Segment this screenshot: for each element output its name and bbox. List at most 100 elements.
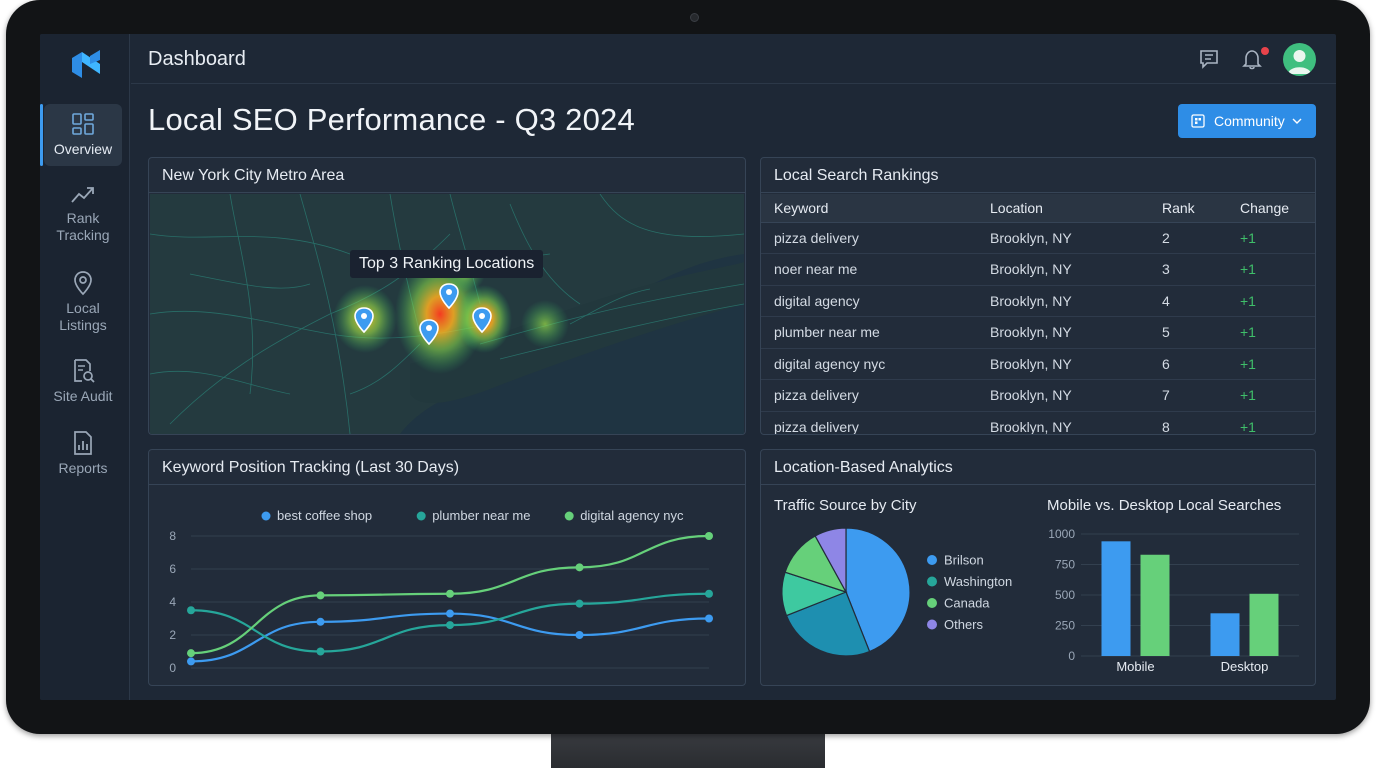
column-header-keyword[interactable]: Keyword <box>761 194 977 223</box>
legend-label: digital agency nyc <box>580 508 684 523</box>
cell-location: Brooklyn, NY <box>977 253 1149 286</box>
cell-change: +1 <box>1227 411 1315 434</box>
legend-swatch <box>416 511 426 521</box>
column-header-rank[interactable]: Rank <box>1149 194 1227 223</box>
data-point <box>575 631 584 639</box>
table-row[interactable]: pizza delivery Brooklyn, NY 7 +1 <box>761 379 1315 412</box>
column-header-change[interactable]: Change <box>1227 194 1315 223</box>
legend-swatch <box>927 619 937 630</box>
device-bar-chart: Mobile vs. Desktop Local Searches 0 250 500… <box>1047 497 1299 674</box>
data-point <box>187 606 195 615</box>
cell-keyword: noer near me <box>761 253 977 286</box>
rankings-card-title: Local Search Rankings <box>774 167 939 184</box>
y-tick-label: 0 <box>169 661 176 675</box>
cell-change: +1 <box>1227 253 1315 286</box>
pie-slice <box>785 591 871 657</box>
data-point <box>705 614 713 623</box>
pie-chart-title: Traffic Source by City <box>774 497 917 514</box>
cell-location: Brooklyn, NY <box>977 379 1149 412</box>
user-icon <box>1288 50 1311 74</box>
legend-label: Canada <box>944 596 990 611</box>
y-tick-label: 0 <box>1068 649 1075 663</box>
cell-change: +1 <box>1227 285 1315 317</box>
cell-location: Brooklyn, NY <box>977 316 1149 349</box>
sidebar-item-label: Local <box>66 300 100 316</box>
cell-change: +1 <box>1227 348 1315 380</box>
app-logo[interactable] <box>70 48 102 80</box>
map-tooltip: Top 3 Ranking Locations <box>350 250 544 278</box>
cell-location: Brooklyn, NY <box>977 222 1149 254</box>
card-header <box>761 450 1315 485</box>
pie-slice <box>814 527 847 593</box>
card-header <box>761 158 1315 193</box>
cell-location: Brooklyn, NY <box>977 411 1149 434</box>
x-tick-label: Mobile <box>1116 659 1154 674</box>
data-point <box>446 621 454 630</box>
bar <box>1140 554 1170 656</box>
legend-swatch <box>564 511 574 521</box>
dashboard-grid-icon <box>72 113 94 135</box>
bar <box>1101 541 1131 656</box>
y-tick-label: 2 <box>169 628 176 642</box>
community-filter-button[interactable]: Community <box>1178 104 1316 138</box>
cell-rank: 4 <box>1149 285 1227 317</box>
app-screen: Overview Rank Tracking Local Listings <box>40 34 1336 700</box>
cell-keyword: pizza delivery <box>761 222 977 254</box>
sidebar-item-site-audit[interactable]: Site Audit <box>44 358 122 405</box>
card-header <box>149 450 745 485</box>
table-row[interactable]: pizza delivery Brooklyn, NY 2 +1 <box>761 222 1315 254</box>
cell-rank: 8 <box>1149 411 1227 434</box>
sidebar-item-label: Tracking <box>56 227 110 243</box>
keyword-tracking-card: Keyword Position Tracking (Last 30 Days)… <box>148 449 746 686</box>
table-header-row: Keyword Location Rank Change <box>761 194 1315 223</box>
table-row[interactable]: pizza delivery Brooklyn, NY 8 +1 <box>761 411 1315 434</box>
chat-icon[interactable] <box>1198 48 1220 70</box>
cell-location: Brooklyn, NY <box>977 285 1149 317</box>
keyword-line-chart: 0 2 4 6 8 best coffee shop plumber near me digi… <box>169 508 713 675</box>
grid-filter-icon <box>1191 114 1205 128</box>
sidebar-item-rank-tracking[interactable]: Rank Tracking <box>44 184 122 244</box>
cell-change: +1 <box>1227 316 1315 349</box>
y-tick-label: 250 <box>1055 619 1075 633</box>
header-title: Dashboard <box>148 48 246 70</box>
bell-icon[interactable] <box>1241 48 1263 70</box>
map-pin[interactable] <box>354 307 374 334</box>
map-pin[interactable] <box>472 307 492 334</box>
top-header: Dashboard <box>131 34 1336 84</box>
cell-keyword: pizza delivery <box>761 379 977 412</box>
data-point <box>575 563 584 572</box>
table-row[interactable]: plumber near me Brooklyn, NY 5 +1 <box>761 316 1315 349</box>
user-avatar[interactable] <box>1283 43 1316 76</box>
cell-location: Brooklyn, NY <box>977 348 1149 380</box>
legend-swatch <box>927 598 937 608</box>
bar <box>1249 593 1279 656</box>
sidebar-item-reports[interactable]: Reports <box>44 430 122 477</box>
sidebar: Overview Rank Tracking Local Listings <box>40 34 130 700</box>
map-pin[interactable] <box>419 319 439 346</box>
legend-label: best coffee shop <box>277 508 372 523</box>
sidebar-item-label: Overview <box>53 141 113 157</box>
sidebar-item-overview[interactable]: Overview <box>40 104 122 166</box>
keyword-card-title: Keyword Position Tracking (Last 30 Days) <box>162 459 460 476</box>
y-tick-label: 750 <box>1055 558 1075 572</box>
map-pin-icon <box>74 271 92 296</box>
column-header-location[interactable]: Location <box>977 194 1149 223</box>
analytics-card-title: Location-Based Analytics <box>774 459 953 476</box>
cell-change: +1 <box>1227 222 1315 254</box>
table-row[interactable]: digital agency Brooklyn, NY 4 +1 <box>761 285 1315 317</box>
cell-rank: 6 <box>1149 348 1227 380</box>
table-row[interactable]: noer near me Brooklyn, NY 3 +1 <box>761 253 1315 286</box>
heatmap-canvas <box>150 194 744 434</box>
data-point <box>575 599 584 608</box>
data-point <box>316 591 325 600</box>
page-title: Local SEO Performance - Q3 2024 <box>148 102 635 137</box>
legend-swatch <box>927 555 937 565</box>
table-row[interactable]: digital agency nyc Brooklyn, NY 6 +1 <box>761 348 1315 380</box>
heatmap[interactable]: Top 3 Ranking Locations <box>150 194 744 434</box>
sidebar-item-local-listings[interactable]: Local Listings <box>44 270 122 334</box>
trend-up-icon <box>71 187 94 203</box>
map-card-title: New York City Metro Area <box>162 167 345 184</box>
map-pin[interactable] <box>439 283 459 310</box>
bar-chart-title: Mobile vs. Desktop Local Searches <box>1047 497 1281 514</box>
data-point <box>705 589 713 598</box>
